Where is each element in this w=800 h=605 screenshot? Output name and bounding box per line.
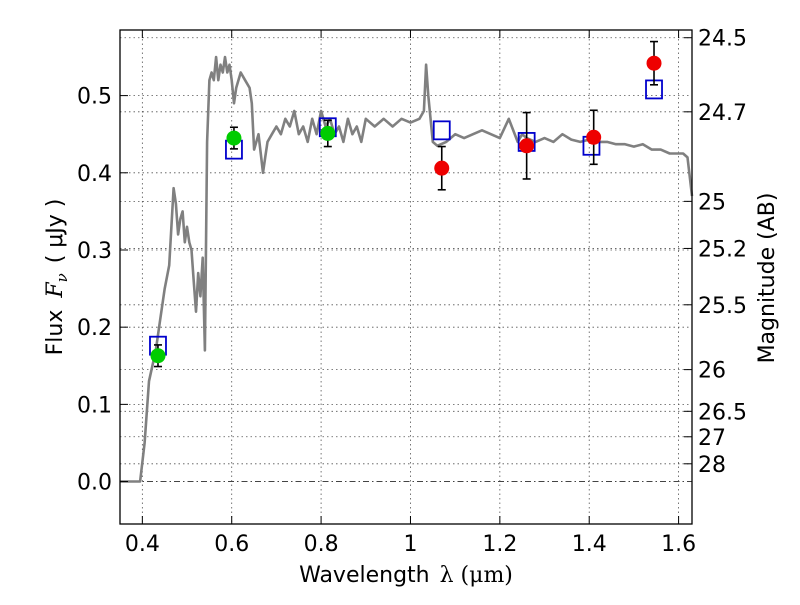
x-tick-label: 1.4 bbox=[572, 532, 607, 557]
x-tick-label: 1.2 bbox=[482, 532, 517, 557]
observed-point-green bbox=[320, 125, 336, 141]
right-tick-label: 26 bbox=[698, 359, 726, 384]
x-tick-label: 0.4 bbox=[125, 532, 160, 557]
observed-point-red bbox=[434, 160, 450, 176]
y-tick-label: 0.1 bbox=[77, 393, 112, 418]
x-tick-label: 1 bbox=[403, 532, 417, 557]
x-tick-label: 0.6 bbox=[214, 532, 249, 557]
x-axis-label: Wavelength λ (μm) bbox=[299, 563, 513, 588]
right-tick-label: 25.2 bbox=[698, 237, 747, 262]
right-tick-label: 26.5 bbox=[698, 400, 747, 425]
y-axis-label-math: F bbox=[43, 282, 68, 299]
right-axis-label: Magnitude (AB) bbox=[755, 193, 780, 364]
observed-point-red bbox=[586, 129, 602, 145]
observed-point-green bbox=[226, 130, 242, 146]
right-tick-label: 28 bbox=[698, 453, 726, 478]
model-photometry-square bbox=[432, 120, 451, 141]
observed-point-red bbox=[646, 55, 662, 71]
x-axis-label-text: Wavelength bbox=[299, 563, 430, 588]
right-tick-label: 25.5 bbox=[698, 294, 747, 319]
observed-points-layer bbox=[150, 55, 662, 364]
right-tick-label: 27 bbox=[698, 426, 726, 451]
y-axis-label-text: Flux bbox=[43, 310, 68, 356]
y-axis-label-units: ( μJy ) bbox=[43, 199, 68, 264]
y-axis-label: Flux Fν ( μJy ) bbox=[43, 199, 71, 356]
x-tick-label: 0.8 bbox=[304, 532, 339, 557]
y-axis-label-math-sub: ν bbox=[53, 273, 71, 282]
x-tick-label: 1.6 bbox=[661, 532, 696, 557]
right-tick-label: 25 bbox=[698, 190, 726, 215]
observed-point-red bbox=[519, 138, 535, 154]
model-photometry-layer bbox=[149, 79, 663, 356]
errorbar-layer bbox=[153, 40, 659, 368]
plot-frame bbox=[119, 29, 693, 525]
y-tick-label: 0.2 bbox=[77, 316, 112, 341]
y-tick-label: 0.4 bbox=[77, 162, 112, 187]
x-axis-label-math: λ (μm) bbox=[440, 563, 513, 588]
y-tick-label: 0.3 bbox=[77, 239, 112, 264]
model-spectrum-line bbox=[120, 55, 694, 483]
right-tick-label: 24.7 bbox=[698, 101, 747, 126]
ticks-layer: 0.4 0.6 0.8 1 1.2 1.4 1.6 0.0 0.1 0.2 0.3 0.4 0.5 24.… bbox=[77, 27, 747, 557]
right-tick-label: 24.5 bbox=[698, 27, 747, 52]
y-tick-label: 0.0 bbox=[77, 471, 112, 496]
model-layer bbox=[120, 55, 694, 483]
observed-point-green bbox=[150, 348, 166, 364]
y-tick-label: 0.5 bbox=[77, 85, 112, 110]
